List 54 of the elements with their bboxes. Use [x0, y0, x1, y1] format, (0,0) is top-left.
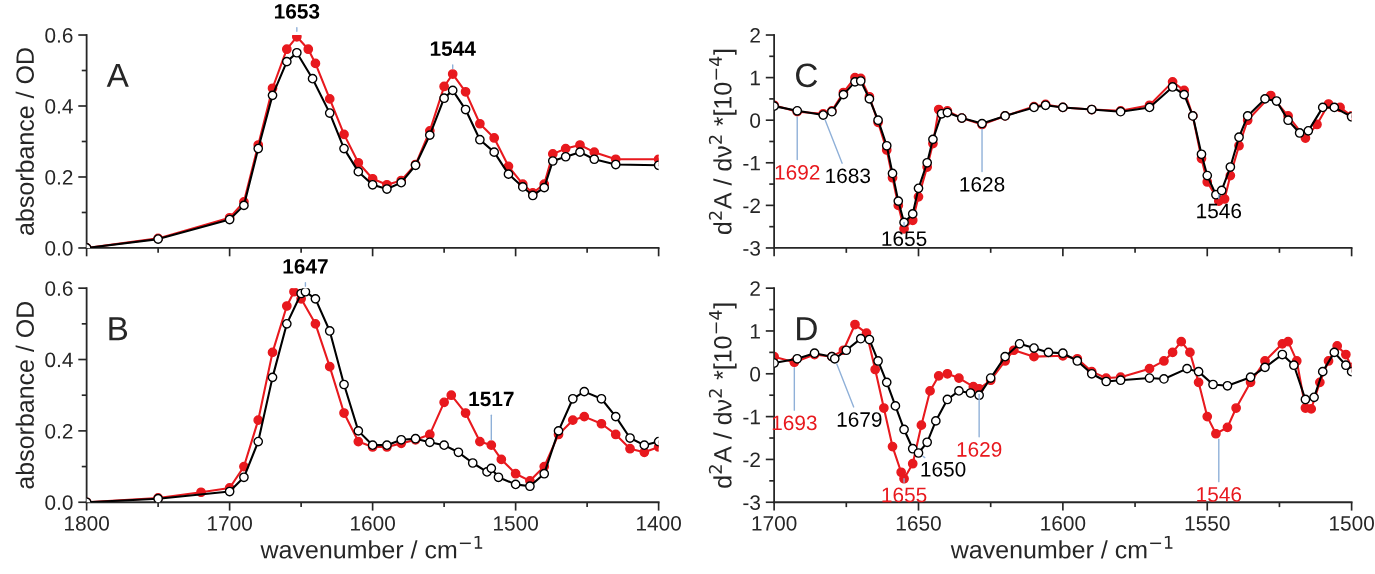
y-tick-label: 2: [750, 28, 760, 43]
x-tick-label: 1600: [351, 515, 395, 531]
x-tick-label: 1500: [1330, 515, 1374, 531]
y-tick-label: 0.0: [45, 495, 73, 510]
y-tick-label: 0.4: [45, 99, 73, 114]
x-tick-label: 1550: [1185, 515, 1230, 531]
y-axis-title: absorbance / OD: [15, 48, 34, 235]
annotation: 1628: [960, 176, 1005, 192]
x-tick-label: 1700: [208, 515, 252, 531]
annotation: 1629: [957, 442, 1002, 457]
y-tick-label: 0.2: [45, 169, 73, 185]
y-tick-label: 2: [750, 281, 760, 296]
x-tick-label: 1800: [65, 515, 109, 531]
annotation: 1546: [1197, 203, 1242, 219]
annotation: 1544: [430, 41, 476, 57]
y-tick-label: 0.6: [45, 28, 73, 43]
y-axis-title: absorbance / OD: [15, 301, 34, 489]
y-tick-label: 0.4: [45, 352, 73, 368]
x-tick-label: 1500: [494, 515, 538, 531]
annotation: 1546: [1197, 487, 1242, 502]
annotation: D: [797, 317, 817, 341]
annotation: A: [106, 63, 129, 87]
y-tick-label: 0: [750, 366, 761, 382]
annotation: 1653: [274, 4, 320, 19]
y-tick-label: 0: [750, 113, 761, 128]
annotation: 1517: [469, 391, 514, 407]
y-tick-label: -1: [743, 156, 760, 171]
y-axis-title: d$^{2}$A / dν$^{2}$ *[10$^{−4}$]: [708, 49, 737, 235]
y-tick-label: -2: [743, 452, 760, 467]
y-tick-label: -3: [743, 240, 761, 256]
x-tick-label: 1700: [752, 515, 797, 531]
annotation: 1655: [882, 487, 927, 503]
annotation: 1679: [837, 412, 882, 427]
x-tick-label: 1400: [637, 515, 681, 531]
annotation: 1683: [826, 168, 871, 184]
x-tick-label: 1650: [896, 515, 941, 531]
annotation: C: [796, 63, 818, 88]
y-tick-label: 1: [750, 70, 760, 86]
y-tick-label: 0.2: [45, 423, 73, 439]
annotation: 1650: [921, 461, 966, 477]
y-tick-label: -2: [743, 198, 760, 213]
x-axis-title: wavenumber / cm$^{−1}$: [950, 536, 1173, 559]
annotation: B: [109, 317, 128, 341]
annotation: 1647: [283, 258, 328, 274]
y-tick-label: -3: [743, 495, 761, 510]
annotation: 1692: [775, 165, 820, 180]
x-tick-label: 1600: [1041, 515, 1086, 531]
annotation: 1655: [882, 231, 927, 247]
y-tick-label: -1: [743, 409, 760, 425]
x-axis-title: wavenumber / cm$^{−1}$: [260, 536, 483, 559]
y-tick-label: 1: [750, 324, 760, 339]
y-axis-title: d$^{2}$A / dν$^{2}$ *[10$^{−4}$]: [708, 303, 737, 488]
y-tick-label: 0.0: [45, 240, 73, 256]
y-tick-label: 0.6: [45, 281, 73, 296]
